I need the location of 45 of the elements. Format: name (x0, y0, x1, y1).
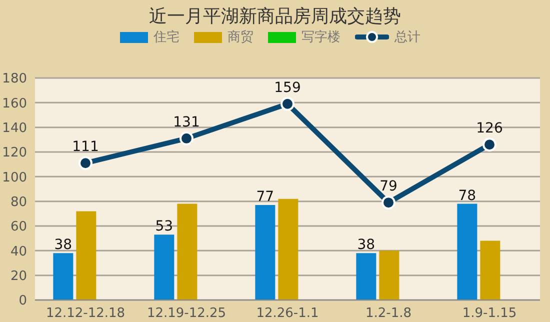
y-tick-label: 100 (2, 170, 27, 186)
data-label: 79 (380, 178, 398, 195)
x-tick-label: 12.26-1.1 (256, 306, 319, 322)
x-tick-label: 12.19-12.25 (146, 306, 226, 322)
data-label: 126 (476, 120, 503, 137)
data-label: 159 (274, 80, 301, 96)
y-tick-label: 120 (2, 146, 27, 161)
point (78, 156, 92, 170)
data-label: 38 (357, 237, 376, 254)
bar (278, 198, 298, 300)
bar (53, 253, 74, 300)
y-tick-label: 160 (2, 96, 27, 112)
x-tick-label: 12.12-12.18 (46, 306, 126, 322)
y-tick-label: 180 (2, 72, 27, 87)
data-label: 78 (458, 188, 476, 204)
bar (457, 204, 478, 300)
legend-label: 商贸 (228, 29, 254, 46)
point (382, 196, 396, 210)
legend-label: 总计 (394, 29, 420, 46)
y-tick-label: 80 (10, 194, 27, 210)
y-tick-label: 20 (10, 268, 27, 284)
chart-title: 近一月平湖新商品房周成交趋势 (148, 5, 402, 28)
legend-label: 写字楼 (302, 29, 340, 46)
x-tick-label: 1.2-1.8 (365, 306, 412, 322)
y-tick-label: 140 (2, 120, 27, 136)
y-tick-label: 60 (10, 220, 27, 235)
data-label: 111 (72, 139, 99, 156)
bar (379, 250, 400, 300)
y-tick-label: 0 (18, 294, 27, 309)
point (482, 138, 496, 152)
bar (177, 204, 198, 300)
point (280, 96, 294, 111)
bar (356, 253, 376, 300)
legend-label: 住宅 (154, 29, 180, 46)
bar (255, 205, 276, 300)
bar (76, 211, 96, 300)
y-tick-label: 40 (10, 244, 27, 260)
data-label: 77 (256, 189, 274, 206)
bar (480, 240, 500, 300)
data-label: 131 (173, 114, 200, 130)
point (180, 131, 194, 146)
bar (154, 234, 174, 300)
x-tick-label: 1.9-1.15 (462, 306, 517, 322)
data-label: 38 (54, 237, 72, 254)
data-label: 53 (155, 218, 174, 235)
